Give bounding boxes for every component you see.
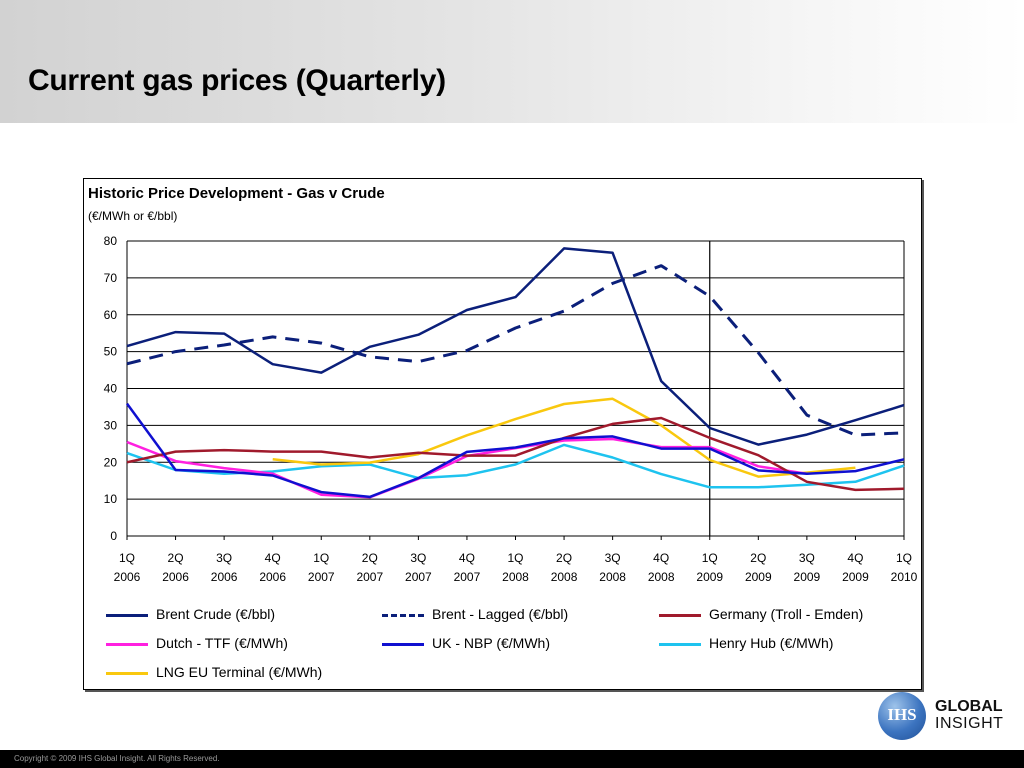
legend-label: Germany (Troll - Emden) xyxy=(709,606,864,622)
series-line-lng-eu-terminal-mwh xyxy=(272,397,856,478)
chart-subtitle: (€/MWh or €/bbl) xyxy=(88,209,177,223)
y-tick-label: 20 xyxy=(104,455,118,469)
x-tick-label-quarter: 1Q xyxy=(119,551,135,565)
series-line-uk-nbp-mwh xyxy=(125,402,905,499)
x-tick-label-quarter: 4Q xyxy=(459,551,475,565)
series-line-germany-troll-emden xyxy=(126,416,905,492)
x-tick-label-year: 2010 xyxy=(891,570,918,584)
legend-swatch xyxy=(106,643,148,646)
legend-label: Henry Hub (€/MWh) xyxy=(709,635,834,651)
y-tick-label: 80 xyxy=(104,234,118,248)
x-tick-label-quarter: 4Q xyxy=(265,551,281,565)
y-tick-label: 40 xyxy=(104,382,118,396)
x-tick-label-quarter: 2Q xyxy=(750,551,766,565)
logo-badge-text: IHS xyxy=(887,705,917,724)
x-tick-label-year: 2009 xyxy=(745,570,772,584)
ihs-global-insight-logo: IHS GLOBAL INSIGHT xyxy=(878,692,1006,744)
x-tick-label-year: 2006 xyxy=(114,570,141,584)
x-tick-label-year: 2007 xyxy=(308,570,335,584)
x-tick-label-quarter: 3Q xyxy=(799,551,815,565)
x-tick-label-quarter: 1Q xyxy=(702,551,718,565)
y-tick-label: 60 xyxy=(104,308,118,322)
legend-label: Brent Crude (€/bbl) xyxy=(156,606,276,622)
footer-bar: Copyright © 2009 IHS Global Insight. All… xyxy=(0,750,1024,768)
x-tick-label-quarter: 3Q xyxy=(605,551,621,565)
legend-swatch xyxy=(106,672,148,675)
x-tick-label-year: 2009 xyxy=(696,570,723,584)
series-line-brent-crude-bbl xyxy=(126,247,905,446)
chart-title: Historic Price Development - Gas v Crude xyxy=(88,185,385,202)
legend-label: Dutch - TTF (€/MWh) xyxy=(156,635,288,651)
x-tick-label-year: 2007 xyxy=(356,570,383,584)
legend-swatch xyxy=(659,614,701,617)
x-tick-label-quarter: 1Q xyxy=(313,551,329,565)
legend-swatch xyxy=(382,643,424,646)
ihs-badge-icon xyxy=(878,692,926,740)
x-tick-label-quarter: 4Q xyxy=(653,551,669,565)
x-tick-label-year: 2008 xyxy=(502,570,529,584)
x-tick-label-year: 2006 xyxy=(162,570,189,584)
x-tick-label-year: 2008 xyxy=(551,570,578,584)
series-line-brent-lagged-bbl xyxy=(126,264,905,437)
x-tick-label-year: 2006 xyxy=(259,570,286,584)
x-tick-label-quarter: 3Q xyxy=(410,551,426,565)
y-tick-label: 70 xyxy=(104,271,118,285)
x-tick-label-quarter: 4Q xyxy=(847,551,863,565)
x-tick-label-quarter: 3Q xyxy=(216,551,232,565)
x-tick-label-quarter: 2Q xyxy=(168,551,184,565)
legend-swatch xyxy=(659,643,701,646)
x-tick-label-year: 2007 xyxy=(405,570,432,584)
legend-swatch xyxy=(382,614,424,617)
y-tick-label: 30 xyxy=(104,418,118,432)
x-tick-label-quarter: 1Q xyxy=(896,551,912,565)
legend-label: UK - NBP (€/MWh) xyxy=(432,635,550,651)
copyright-text: Copyright © 2009 IHS Global Insight. All… xyxy=(14,754,220,763)
x-tick-label-year: 2008 xyxy=(648,570,675,584)
chart-panel: Historic Price Development - Gas v Crude… xyxy=(83,178,922,690)
legend-label: Brent - Lagged (€/bbl) xyxy=(432,606,569,622)
y-tick-label: 50 xyxy=(104,345,118,359)
x-tick-label-year: 2009 xyxy=(794,570,821,584)
x-tick-label-quarter: 1Q xyxy=(507,551,523,565)
y-tick-label: 10 xyxy=(104,492,118,506)
logo-wordmark: GLOBAL INSIGHT xyxy=(935,698,1003,732)
x-tick-label-year: 2009 xyxy=(842,570,869,584)
x-tick-label-quarter: 2Q xyxy=(362,551,378,565)
title-band xyxy=(0,0,1024,123)
x-tick-label-year: 2006 xyxy=(211,570,238,584)
slide-title: Current gas prices (Quarterly) xyxy=(28,64,446,97)
x-tick-label-year: 2008 xyxy=(599,570,626,584)
legend-swatch xyxy=(106,614,148,617)
chart-plot: Historic Price Development - Gas v Crude… xyxy=(88,185,918,584)
logo-line-2: INSIGHT xyxy=(935,715,1004,732)
x-tick-label-quarter: 2Q xyxy=(556,551,572,565)
legend-label: LNG EU Terminal (€/MWh) xyxy=(156,664,323,680)
logo-line-1: GLOBAL xyxy=(935,698,1003,715)
y-tick-label: 0 xyxy=(110,529,117,543)
x-tick-label-year: 2007 xyxy=(454,570,481,584)
